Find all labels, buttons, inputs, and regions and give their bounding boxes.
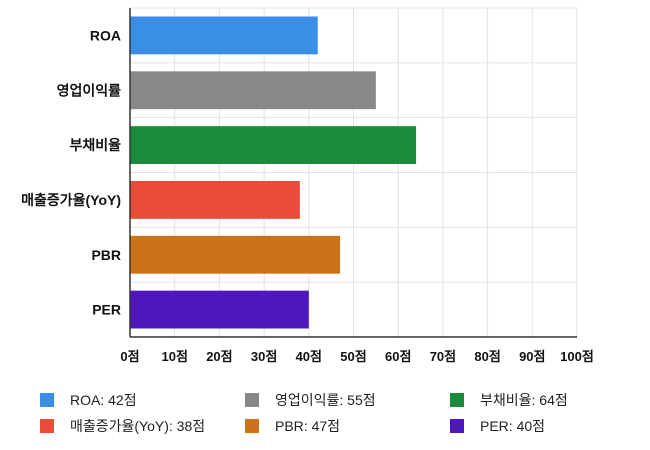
x-tick-label: 0점 (120, 349, 139, 364)
x-tick-label: 40점 (296, 349, 322, 364)
category-label: PER (92, 302, 121, 318)
bar (130, 126, 417, 165)
legend: ROA: 42점 영업이익률: 55점 부채비율: 64점 매출증가율(YoY)… (40, 390, 640, 436)
legend-label: ROA: 42점 (70, 392, 137, 408)
legend-label: PER: 40점 (480, 418, 546, 434)
category-label: 영업이익률 (57, 82, 122, 98)
x-tick-label: 20점 (206, 349, 232, 364)
legend-item-roa: ROA: 42점 (40, 390, 245, 410)
bar (130, 290, 309, 329)
bar (130, 180, 300, 219)
axes (129, 8, 577, 338)
tick-labels: 0점 10점 20점 30점 40점 50점 60점 70점 80점 90점 100점 (120, 349, 593, 364)
legend-item-operating-margin: 영업이익률: 55점 (245, 390, 450, 410)
x-tick-label: 90점 (519, 349, 545, 364)
legend-label: 매출증가율(YoY): 38점 (70, 418, 206, 434)
legend-item-pbr: PBR: 47점 (245, 416, 450, 436)
x-tick-label: 70점 (430, 349, 456, 364)
bar (130, 235, 341, 274)
legend-swatch (245, 393, 259, 407)
x-tick-label: 30점 (251, 349, 277, 364)
legend-swatch (40, 393, 54, 407)
x-tick-label: 50점 (340, 349, 366, 364)
bars (130, 16, 417, 329)
legend-item-per: PER: 40점 (450, 416, 640, 436)
category-label: 부채비율 (69, 137, 121, 153)
legend-swatch (450, 393, 464, 407)
legend-swatch (450, 419, 464, 433)
bar (130, 16, 318, 55)
legend-item-revenue-growth: 매출증가율(YoY): 38점 (40, 416, 245, 436)
legend-label: PBR: 47점 (275, 418, 341, 434)
bar (130, 71, 376, 110)
x-tick-label: 80점 (474, 349, 500, 364)
legend-label: 부채비율: 64점 (480, 392, 568, 408)
category-label: ROA (90, 27, 121, 43)
x-tick-label: 60점 (385, 349, 411, 364)
grid-lines (130, 7, 578, 338)
x-tick-label: 100점 (560, 349, 594, 364)
legend-swatch (40, 419, 54, 433)
legend-label: 영업이익률: 55점 (275, 392, 376, 408)
category-label: PBR (91, 247, 121, 263)
x-tick-label: 10점 (161, 349, 187, 364)
category-label: 매출증가율(YoY) (21, 192, 121, 208)
legend-item-debt-ratio: 부채비율: 64점 (450, 390, 640, 410)
legend-swatch (245, 419, 259, 433)
